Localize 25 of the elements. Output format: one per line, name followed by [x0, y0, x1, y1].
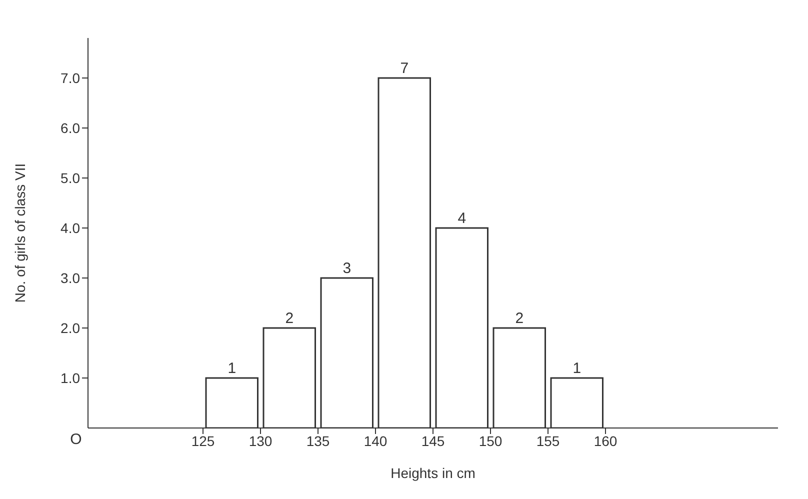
y-tick-label: 3.0 — [60, 270, 80, 286]
y-axis-title: No. of girls of class VII — [12, 163, 28, 303]
x-tick-label: 130 — [248, 432, 272, 449]
y-tick-label: 7.0 — [60, 70, 80, 86]
data-label: 2 — [285, 310, 294, 327]
y-tick-label: 5.0 — [60, 170, 80, 186]
y-tick-label: 2.0 — [60, 320, 80, 336]
data-label: 1 — [228, 360, 236, 377]
x-axis-title: Heights in cm — [390, 465, 476, 481]
x-tick-label: 160 — [594, 432, 618, 449]
data-label: 1 — [572, 360, 582, 377]
data-label: 2 — [515, 310, 524, 327]
x-tick-label: 140 — [364, 432, 388, 449]
x-tick-label: 125 — [191, 432, 215, 449]
y-tick-label: 4.0 — [60, 220, 80, 236]
x-tick-label: 135 — [306, 432, 330, 449]
y-tick-label: 6.0 — [60, 120, 80, 136]
x-tick-label: 145 — [421, 432, 445, 449]
y-tick-label: 1.0 — [60, 370, 80, 386]
data-label: 4 — [458, 210, 466, 227]
x-tick-label: 150 — [478, 432, 502, 449]
text: O — [70, 431, 82, 448]
data-label: 7 — [400, 60, 409, 77]
x-tick-label: 155 — [536, 432, 560, 449]
data-label: 3 — [342, 260, 352, 277]
